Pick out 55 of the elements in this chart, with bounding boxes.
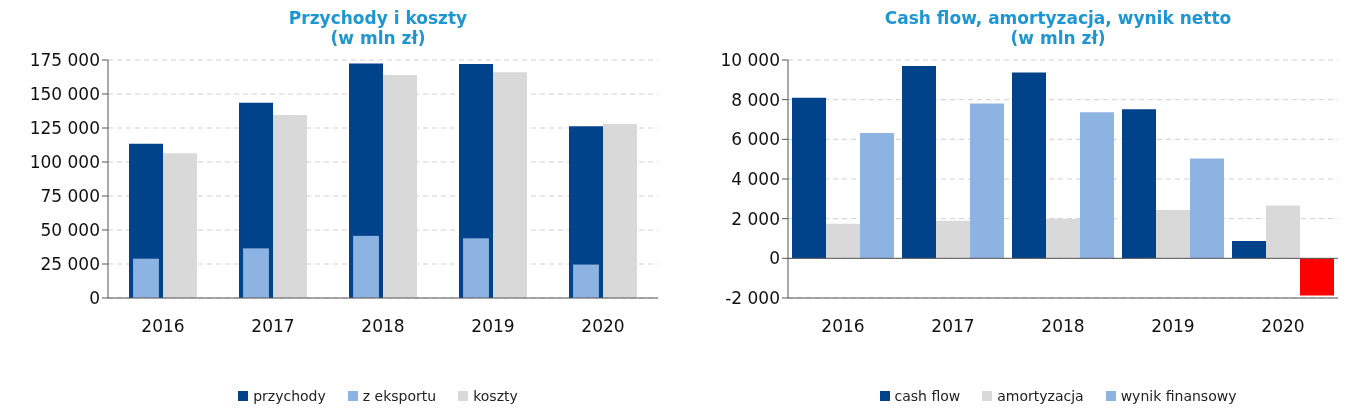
bar	[1190, 158, 1224, 259]
y-tick-label: 175 000	[29, 50, 100, 71]
bar	[970, 103, 1004, 259]
y-tick-label: 4 000	[731, 169, 780, 190]
bar	[493, 72, 527, 298]
bar	[792, 97, 826, 259]
legend-label: przychody	[253, 388, 326, 404]
y-tick-label: 100 000	[29, 152, 100, 173]
bar	[1080, 112, 1114, 259]
chart-title: Cash flow, amortyzacja, wynik netto	[883, 8, 1233, 28]
x-tick-label: 2016	[141, 316, 185, 337]
bar	[1012, 72, 1046, 259]
bar	[243, 248, 269, 298]
legend-label: z eksportu	[362, 388, 437, 404]
bar	[1232, 240, 1266, 259]
x-tick-label: 2019	[471, 316, 515, 337]
y-tick-label: 10 000	[720, 50, 780, 71]
chart-title: Przychody i koszty	[287, 8, 469, 28]
x-tick-label: 2016	[821, 316, 865, 337]
legend-label: amortyzacja	[997, 388, 1084, 404]
x-tick-label: 2017	[931, 316, 975, 337]
x-tick-label: 2020	[581, 316, 625, 337]
y-tick-label: 75 000	[40, 186, 100, 207]
y-tick-label: 8 000	[731, 89, 780, 110]
bar	[573, 264, 599, 298]
x-tick-label: 2018	[361, 316, 405, 337]
y-tick-label: 0	[89, 288, 100, 309]
y-tick-label: 150 000	[29, 84, 100, 105]
y-tick-label: -2 000	[725, 288, 780, 309]
chart-subtitle: (w mln zł)	[329, 28, 427, 48]
legend-label: cash flow	[894, 388, 961, 404]
bar	[1122, 109, 1156, 259]
bar	[133, 258, 159, 298]
x-tick-label: 2020	[1261, 316, 1305, 337]
legend-label: wynik finansowy	[1120, 388, 1237, 404]
y-tick-label: 0	[769, 248, 780, 269]
chart-subtitle: (w mln zł)	[1009, 28, 1107, 48]
y-tick-label: 50 000	[40, 220, 100, 241]
y-tick-label: 125 000	[29, 118, 100, 139]
bar	[1156, 209, 1190, 259]
bar	[463, 238, 489, 298]
bar	[1300, 258, 1334, 296]
bar	[353, 235, 379, 298]
y-tick-label: 2 000	[731, 208, 780, 229]
legend-label: koszty	[473, 388, 518, 404]
bar	[936, 220, 970, 259]
bar	[860, 132, 894, 259]
bar	[603, 123, 637, 298]
y-tick-label: 25 000	[40, 254, 100, 275]
bar	[902, 65, 936, 259]
y-tick-label: 6 000	[731, 129, 780, 150]
bar	[826, 223, 860, 259]
x-tick-label: 2018	[1041, 316, 1085, 337]
x-tick-label: 2019	[1151, 316, 1195, 337]
x-tick-label: 2017	[251, 316, 295, 337]
